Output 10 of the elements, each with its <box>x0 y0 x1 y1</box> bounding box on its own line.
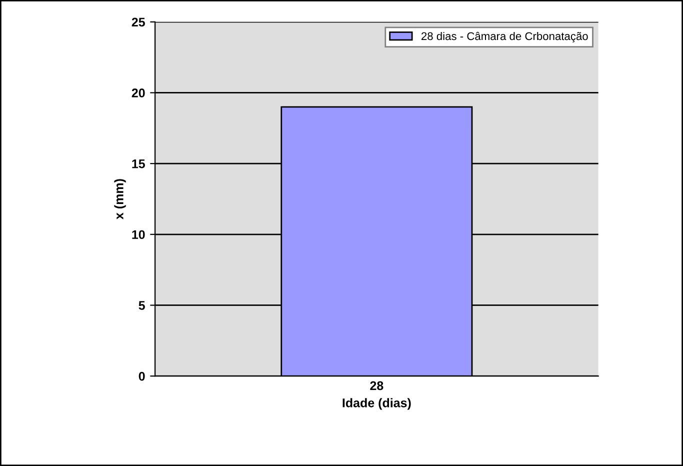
y-tick-label: 25 <box>132 18 145 27</box>
y-tick-label: 0 <box>138 372 145 381</box>
x-axis-title: Idade (dias) <box>342 398 411 410</box>
y-axis-title: x (mm) <box>114 179 126 220</box>
x-tick-label: 28 <box>370 381 384 390</box>
y-tick-label: 15 <box>132 159 145 168</box>
y-tick-label: 20 <box>132 88 145 98</box>
y-tick-label: 5 <box>138 301 145 310</box>
legend-label: 28 dias - Câmara de Crbonatação <box>422 32 588 42</box>
y-tick-label: 10 <box>132 230 145 240</box>
